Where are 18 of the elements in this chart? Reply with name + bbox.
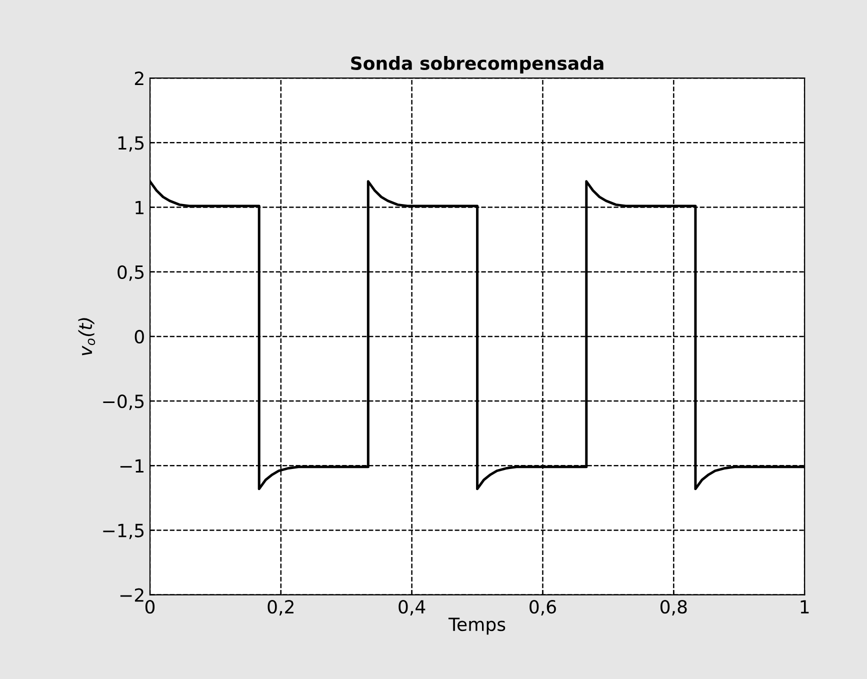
x-tick-label: 0: [145, 600, 155, 614]
x-tick-label: 0,8: [660, 600, 687, 616]
y-tick-label: −2: [120, 588, 144, 602]
y-axis-title: v$_{o}$(t): [78, 318, 96, 356]
y-tick-label: 1,5: [118, 136, 144, 152]
y-tick-label: −1,5: [103, 524, 144, 540]
x-axis-title: Temps: [448, 618, 506, 635]
y-tick-label: 0,5: [118, 265, 144, 281]
y-tick-label: 2: [134, 72, 144, 85]
y-tick-label: 0: [134, 330, 144, 344]
x-tick-label: 0,6: [530, 600, 556, 616]
y-tick-label: −0,5: [103, 394, 144, 410]
y-tick-label: −1: [120, 459, 144, 472]
chart-title: Sonda sobrecompensada: [351, 56, 604, 74]
x-tick-label: 0,4: [398, 600, 426, 616]
x-tick-label: 0,2: [268, 600, 294, 616]
x-tick-label: 1: [800, 600, 809, 614]
y-tick-label: 1: [136, 200, 144, 214]
